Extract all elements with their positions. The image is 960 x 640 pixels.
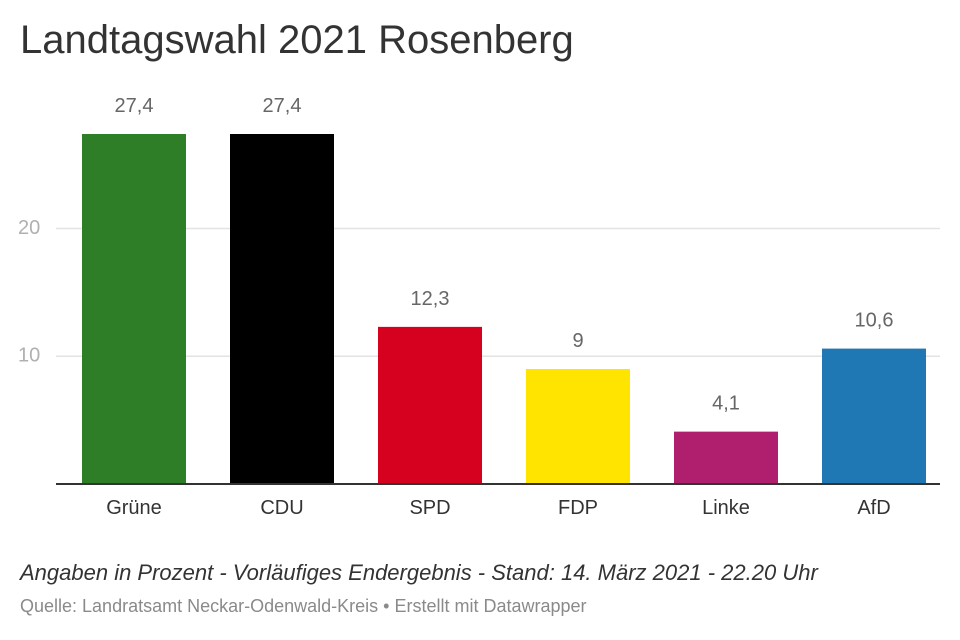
chart-title: Landtagswahl 2021 Rosenberg — [20, 18, 574, 62]
x-tick-label-cdu: CDU — [260, 497, 303, 519]
value-label-spd: 12,3 — [411, 288, 450, 310]
bar-fdp — [526, 369, 630, 484]
bar-grüne — [82, 134, 186, 484]
chart-note: Angaben in Prozent - Vorläufiges Enderge… — [20, 560, 818, 585]
bar-afd — [822, 348, 926, 484]
bar-linke — [674, 431, 778, 484]
value-label-grüne: 27,4 — [115, 95, 154, 117]
chart-source: Quelle: Landratsamt Neckar-Odenwald-Krei… — [20, 596, 587, 616]
bar-cdu — [230, 134, 334, 484]
value-label-linke: 4,1 — [712, 393, 740, 415]
x-tick-label-grüne: Grüne — [106, 497, 162, 519]
value-label-afd: 10,6 — [855, 310, 894, 332]
value-label-cdu: 27,4 — [263, 95, 302, 117]
y-tick-label-10: 10 — [18, 345, 40, 367]
x-tick-label-fdp: FDP — [558, 497, 598, 519]
x-tick-label-linke: Linke — [702, 497, 750, 519]
value-label-fdp: 9 — [572, 330, 583, 352]
x-tick-label-spd: SPD — [409, 497, 450, 519]
y-tick-label-20: 20 — [18, 217, 40, 239]
bar-spd — [378, 326, 482, 484]
x-tick-label-afd: AfD — [857, 497, 890, 519]
